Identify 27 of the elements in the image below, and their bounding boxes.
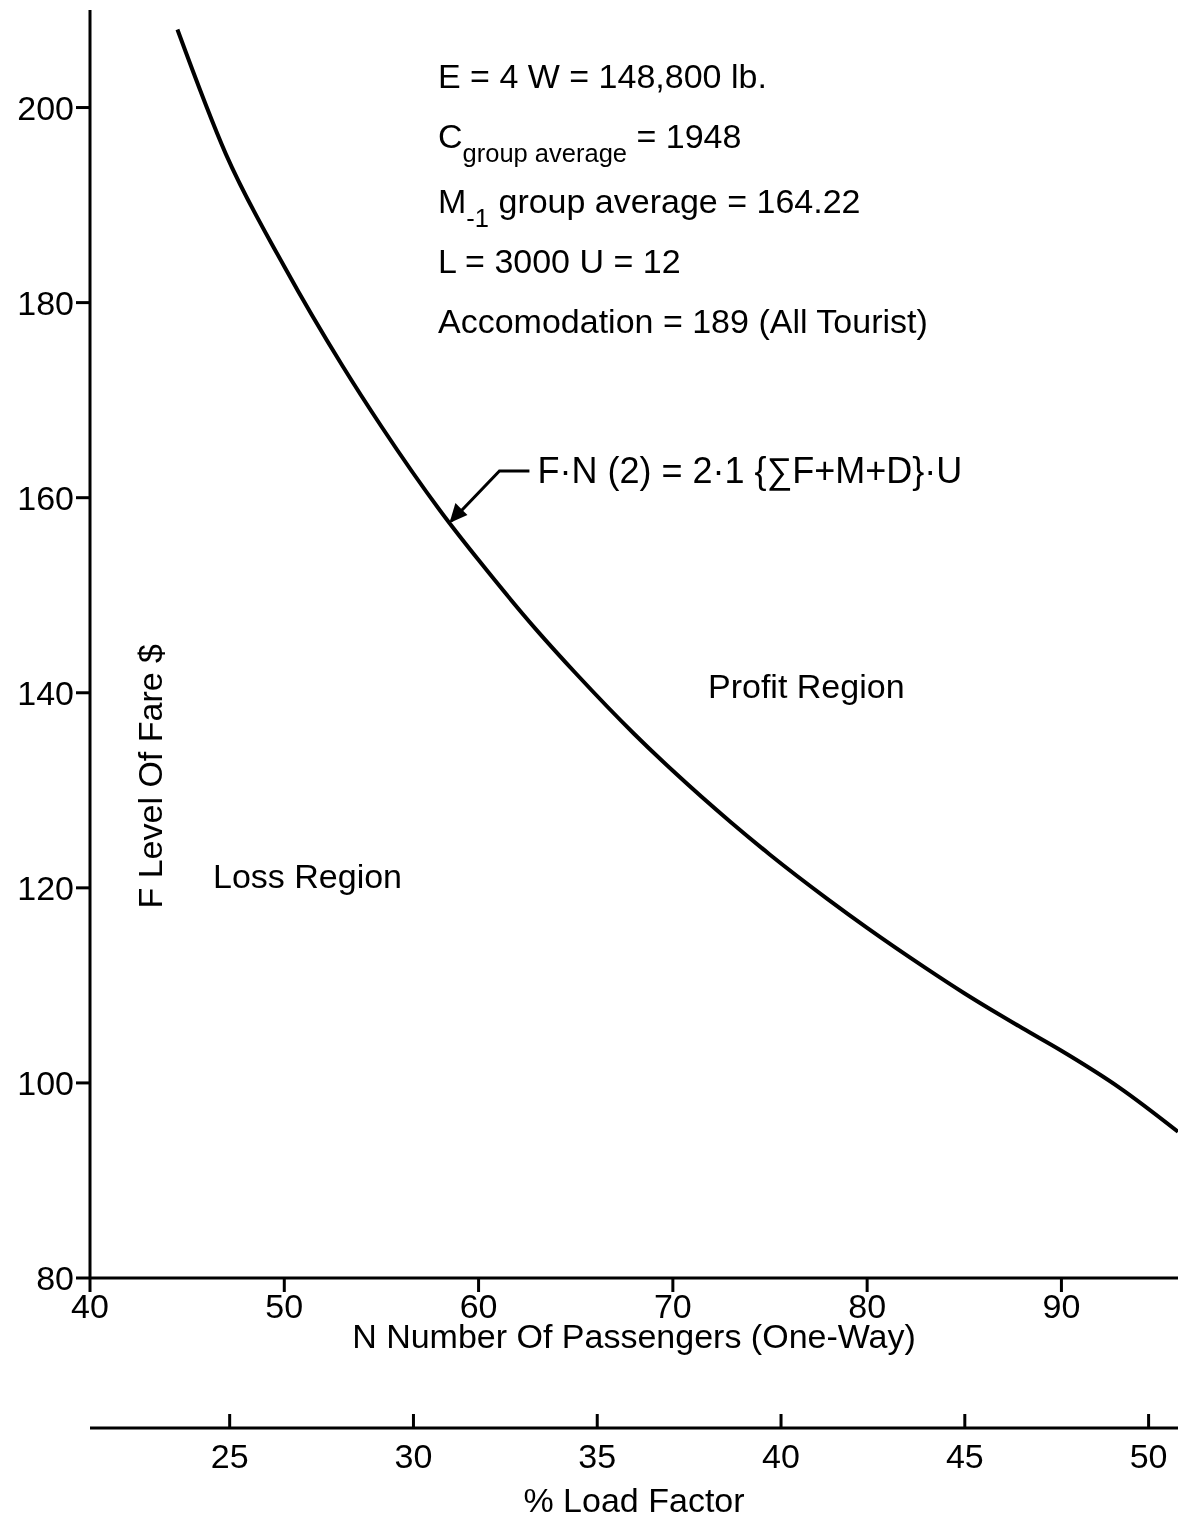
annotation: C$_{group average}$ = 1948 [438, 117, 742, 167]
annotation: F·N (2) = 2·1 {∑F+M+D}·U [537, 450, 963, 492]
x2-tick-label: 25 [210, 1437, 249, 1475]
y-tick-label: 140 [17, 673, 74, 712]
annotation: L = 3000 U = 12 [438, 242, 681, 280]
x2-tick-label: 35 [578, 1437, 617, 1475]
annotation: Accomodation = 189 (All Tourist) [438, 302, 928, 340]
x2-tick-label: 40 [762, 1437, 800, 1475]
annotation: Loss Region [213, 857, 403, 895]
annotation: Profit Region [708, 667, 905, 705]
line-series [175, 27, 1178, 1134]
x2-axis-title: % Load Factor [523, 1481, 745, 1519]
annotation: E = 4 W = 148,800 lb. [438, 57, 767, 95]
y-tick-label: 80 [36, 1259, 74, 1298]
y-tick-label: 200 [17, 88, 74, 127]
x-tick-label: 50 [265, 1287, 304, 1326]
y-tick-label: 160 [17, 478, 74, 517]
x2-tick-label: 50 [1129, 1437, 1168, 1475]
y-tick-label: 120 [17, 868, 74, 907]
x2-tick-label: 45 [945, 1437, 984, 1475]
x-tick-label: 40 [71, 1287, 109, 1326]
y-axis-title: F Level Of Fare $ [131, 643, 170, 909]
y-tick-label: 180 [17, 283, 74, 322]
x2-tick-label: 30 [394, 1437, 433, 1475]
annotation: M$_{-1}$ group average = 164.22 [438, 182, 861, 232]
y-tick-label: 100 [17, 1063, 74, 1102]
x-tick-label: 90 [1042, 1287, 1081, 1326]
